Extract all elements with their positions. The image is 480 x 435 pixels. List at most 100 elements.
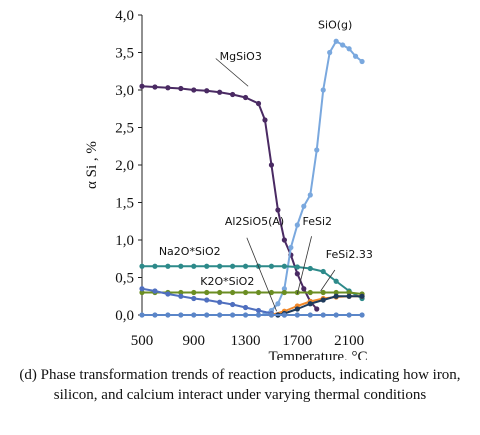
data-point xyxy=(281,237,287,243)
data-point xyxy=(359,58,365,65)
series-line-1 xyxy=(264,40,363,315)
series-label: Al2SiO5(A) xyxy=(225,215,284,228)
data-point xyxy=(204,289,210,296)
x-tick-label: 900 xyxy=(183,333,206,349)
data-point xyxy=(230,301,236,308)
data-point xyxy=(242,304,249,311)
y-tick-label: 3,5 xyxy=(115,46,134,62)
y-tick-label: 4,0 xyxy=(115,8,134,24)
data-point xyxy=(139,289,145,296)
y-tick-label: 1,0 xyxy=(115,233,134,249)
data-point xyxy=(191,289,197,296)
data-point xyxy=(230,263,236,269)
data-point xyxy=(230,91,236,98)
y-tick-label: 3,0 xyxy=(115,83,134,99)
series-label: FeSi2.33 xyxy=(326,248,373,261)
data-point xyxy=(217,299,223,305)
data-point xyxy=(191,87,197,93)
data-point xyxy=(165,263,171,269)
label-leader-line xyxy=(296,236,312,295)
data-point xyxy=(230,289,236,296)
data-point xyxy=(268,162,275,168)
data-point xyxy=(333,289,339,296)
series-line-3 xyxy=(142,291,363,295)
series-layer xyxy=(139,38,365,318)
chart: 0,0 0,5 1,0 1,5 2,0 2,5 3,0 3,5 4,0 500 900 1300 170… xyxy=(84,8,373,360)
x-tick-label: 500 xyxy=(131,333,154,349)
data-point xyxy=(191,263,197,269)
y-tick-label: 2,0 xyxy=(115,158,134,174)
data-point xyxy=(139,312,145,318)
data-point xyxy=(314,147,320,153)
data-point xyxy=(346,46,352,52)
data-point xyxy=(204,297,210,303)
data-point xyxy=(165,291,171,297)
data-point xyxy=(320,268,326,275)
x-tick-label: 2100 xyxy=(334,333,364,349)
series-label: FeSi2 xyxy=(303,215,333,228)
labels-layer: MgSiO3 SiO(g) Al2SiO5(A) FeSi2 Na2O*SiO2 FeSi… xyxy=(159,19,373,312)
data-point xyxy=(320,87,326,93)
series-label: Na2O*SiO2 xyxy=(159,245,221,258)
data-point xyxy=(255,307,262,314)
data-point xyxy=(294,222,300,228)
data-point xyxy=(262,117,268,123)
data-point xyxy=(346,293,352,299)
data-point xyxy=(165,85,171,91)
data-point xyxy=(191,295,197,302)
data-point xyxy=(178,312,184,318)
data-point xyxy=(327,49,333,56)
data-point xyxy=(359,312,365,318)
series-label: MgSiO3 xyxy=(220,50,262,63)
series-label: K2O*SiO2 xyxy=(200,275,254,288)
axes: 0,0 0,5 1,0 1,5 2,0 2,5 3,0 3,5 4,0 500 900 1300 170… xyxy=(84,8,368,360)
y-tick-label: 1,5 xyxy=(115,196,134,212)
data-point xyxy=(178,293,184,299)
data-point xyxy=(288,244,294,251)
data-point xyxy=(204,88,210,94)
data-point xyxy=(333,293,339,299)
data-point xyxy=(268,263,275,269)
data-point xyxy=(307,301,313,307)
data-point xyxy=(217,263,223,269)
data-point xyxy=(307,312,313,318)
data-point xyxy=(165,312,171,318)
data-point xyxy=(242,263,249,269)
data-point xyxy=(255,289,262,296)
data-point xyxy=(275,301,281,307)
data-point xyxy=(333,278,339,284)
data-point xyxy=(294,306,300,312)
data-point xyxy=(139,286,145,292)
data-point xyxy=(152,263,158,269)
data-point xyxy=(359,293,365,299)
data-point xyxy=(139,263,145,269)
figure-caption: (d) Phase transformation trends of react… xyxy=(19,367,461,403)
data-point xyxy=(152,84,158,90)
data-point xyxy=(307,265,313,272)
data-point xyxy=(275,207,281,213)
data-point xyxy=(320,297,326,303)
data-point xyxy=(217,89,223,95)
data-point xyxy=(307,192,313,198)
y-axis-title: α Si , % xyxy=(84,141,100,189)
data-point xyxy=(204,312,210,318)
label-leader-line xyxy=(320,269,336,292)
label-leader-line xyxy=(215,58,249,87)
data-point xyxy=(242,312,249,318)
data-point xyxy=(255,312,262,318)
data-point xyxy=(268,289,275,296)
data-point xyxy=(255,100,262,107)
x-axis-title: Temperature, °C xyxy=(268,349,367,360)
data-point xyxy=(217,289,223,296)
data-point xyxy=(281,286,287,292)
data-point xyxy=(178,289,184,296)
data-point xyxy=(268,312,275,318)
data-point xyxy=(178,263,184,269)
data-point xyxy=(333,312,339,318)
y-tick-label: 0,5 xyxy=(115,271,134,287)
data-point xyxy=(230,312,236,318)
data-point xyxy=(178,85,184,92)
data-point xyxy=(320,312,326,318)
series-label: SiO(g) xyxy=(318,19,352,32)
data-point xyxy=(152,288,158,294)
